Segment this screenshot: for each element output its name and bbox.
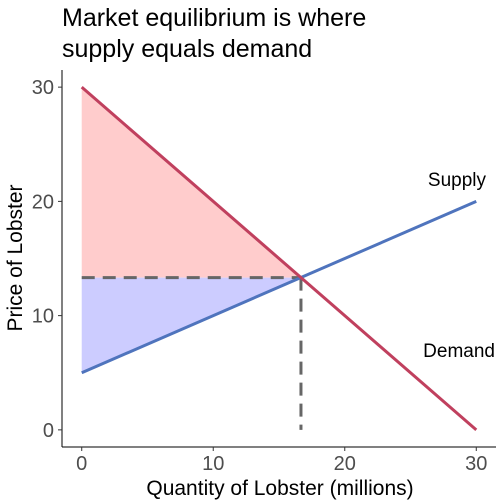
x-axis-title: Quantity of Lobster (millions)	[146, 477, 413, 500]
demand-line	[80, 86, 478, 431]
chart-title-line-2: supply equals demand	[62, 35, 312, 63]
x-tick-label: 30	[465, 453, 487, 475]
curve-labels: Supply Demand	[423, 170, 495, 362]
y-tick-label: 30	[32, 77, 54, 99]
x-tick-label: 0	[76, 453, 87, 475]
y-tick-label: 10	[32, 306, 54, 328]
supply-curve-label: Supply	[428, 170, 487, 191]
demand-curve-label: Demand	[423, 341, 495, 362]
chart-title-line-1: Market equilibrium is where	[62, 4, 366, 32]
plot-area	[80, 86, 478, 431]
x-tick-label: 20	[334, 453, 356, 475]
y-tick-label: 20	[32, 191, 54, 213]
supply-line	[81, 200, 477, 375]
y-tick-label: 0	[43, 420, 54, 442]
y-axis-title: Price of Lobster	[4, 184, 27, 331]
x-tick-label: 10	[202, 453, 224, 475]
axis-ticks: 0 10 20 30 0 10 20 30	[32, 77, 488, 475]
